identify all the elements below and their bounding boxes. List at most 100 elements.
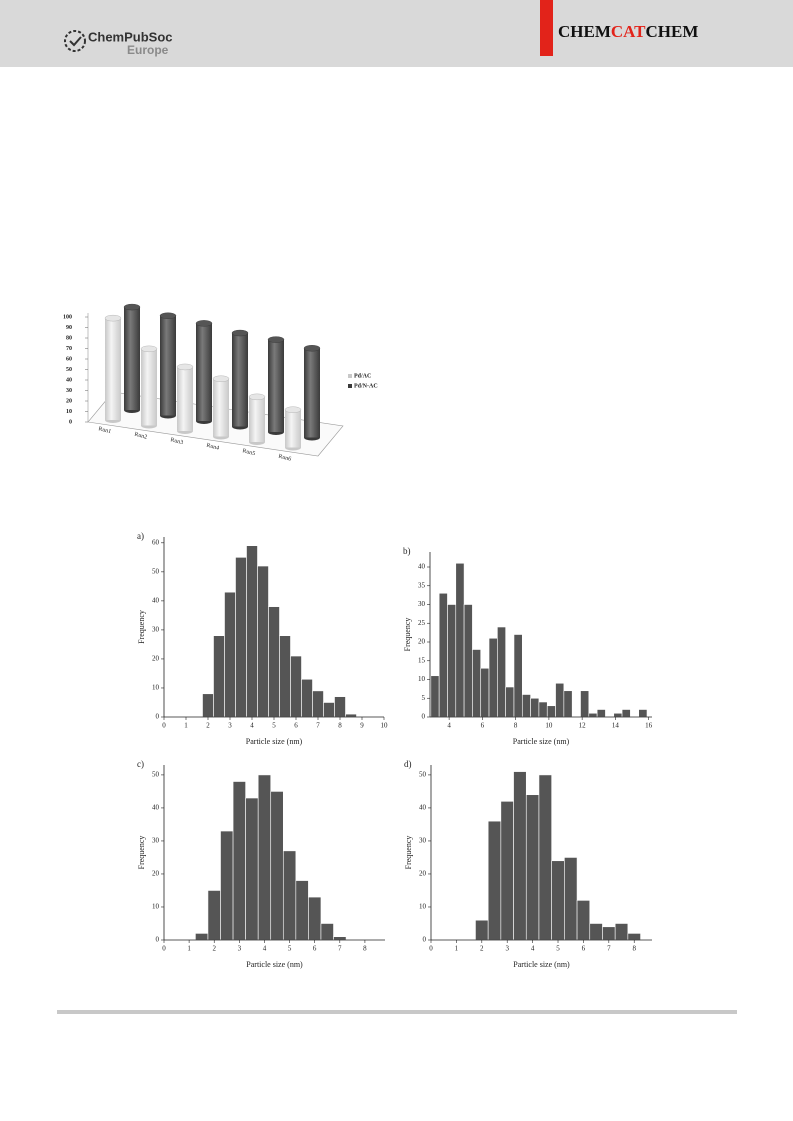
x-tick-label: Run2	[134, 432, 148, 441]
cylinder-body	[249, 396, 265, 442]
bar	[308, 896, 322, 941]
cylinder-body	[141, 348, 157, 426]
bar	[246, 545, 258, 718]
y-tick-label: 50	[419, 771, 427, 779]
cylinder	[212, 375, 230, 440]
y-axis-label: Frequency	[137, 610, 146, 644]
cylinder	[123, 303, 141, 413]
cylinder	[195, 320, 213, 424]
y-axis-label: Frequency	[403, 618, 412, 652]
x-axis-label: Particle size (nm)	[513, 960, 570, 969]
x-tick-label: 4	[250, 722, 254, 730]
bar	[589, 923, 603, 941]
bar	[614, 923, 629, 941]
x-tick-label: 8	[338, 722, 342, 730]
x-tick-label: 7	[607, 945, 611, 953]
x-tick-label: Run3	[170, 437, 184, 446]
y-axis-label: Frequency	[137, 836, 146, 870]
x-tick-label: 2	[480, 945, 484, 953]
y-tick-label: 50	[152, 771, 160, 779]
cylinder-top	[303, 345, 321, 352]
y-tick-label: 20	[418, 638, 426, 646]
y-tick-label: 70	[66, 346, 72, 352]
cylinder-top	[231, 329, 249, 337]
bar	[290, 655, 302, 718]
cylinder-top	[195, 320, 213, 327]
cylinder-body	[160, 315, 176, 416]
journal-part: CHEM	[646, 22, 699, 41]
x-tick-label: 1	[187, 945, 191, 953]
x-tick-label: 3	[238, 945, 242, 953]
bar	[235, 557, 247, 718]
bar	[555, 682, 565, 718]
cylinder-top	[159, 312, 177, 319]
x-tick-label: 0	[162, 722, 166, 730]
x-tick-label: 2	[212, 945, 216, 953]
bar	[596, 709, 606, 718]
footer-rule	[57, 1010, 737, 1014]
cylinder-body	[196, 323, 212, 421]
x-tick-label: Run1	[98, 426, 112, 435]
x-tick-label: 4	[263, 945, 267, 953]
legend-swatch	[348, 374, 352, 378]
bar	[312, 690, 324, 718]
cylinder	[104, 314, 122, 423]
y-axis-label: Frequency	[404, 836, 413, 870]
y-tick-label: 100	[63, 314, 72, 320]
y-tick-label: 20	[152, 655, 160, 663]
y-tick-label: 80	[66, 335, 72, 341]
x-tick-label: 7	[338, 945, 342, 953]
y-tick-label: 50	[66, 367, 72, 373]
bar	[580, 690, 590, 718]
bar	[320, 923, 334, 941]
bar	[213, 635, 225, 718]
panel-label: a)	[137, 531, 144, 541]
x-tick-label: Run5	[242, 448, 256, 457]
y-tick-label: 0	[156, 936, 160, 944]
cylinder	[231, 329, 249, 430]
x-axis-label: Particle size (nm)	[246, 960, 303, 969]
bar	[546, 705, 556, 718]
cylinder-top	[176, 363, 194, 371]
y-tick-label: 30	[419, 837, 427, 845]
x-tick-label: 10	[545, 722, 553, 730]
bar	[268, 606, 280, 718]
cylinder	[284, 406, 302, 451]
cylinder-body	[124, 307, 140, 410]
bar	[563, 690, 573, 718]
x-tick-label: 6	[313, 945, 317, 953]
header-band	[0, 0, 793, 67]
bar	[333, 936, 347, 941]
cylinder-body	[304, 348, 320, 438]
bar	[480, 667, 490, 718]
x-tick-label: Run6	[278, 454, 292, 463]
bar	[438, 592, 448, 718]
bar	[538, 774, 552, 941]
x-tick-label: 10	[381, 722, 389, 730]
x-tick-label: 5	[288, 945, 292, 953]
y-tick-label: 60	[66, 356, 72, 362]
x-tick-label: 4	[447, 722, 451, 730]
x-tick-label: 6	[582, 945, 586, 953]
x-tick-label: 8	[514, 722, 518, 730]
legend-label: Pd/AC	[354, 373, 371, 379]
y-tick-label: 20	[419, 870, 427, 878]
x-tick-label: 5	[556, 945, 560, 953]
bar	[576, 900, 591, 941]
bar	[602, 926, 616, 941]
x-tick-label: 3	[505, 945, 509, 953]
society-name: ChemPubSoc	[88, 29, 173, 44]
y-tick-label: 35	[418, 581, 426, 589]
bar	[551, 860, 565, 941]
cylinder	[140, 345, 158, 429]
x-tick-label: 1	[184, 722, 188, 730]
bar	[513, 634, 523, 718]
bar	[334, 696, 346, 718]
cylinder-top	[284, 406, 302, 413]
bar	[345, 713, 357, 718]
bar	[513, 771, 527, 941]
legend-label: Pd/N-AC	[354, 383, 378, 389]
x-tick-label: Run4	[206, 443, 220, 452]
x-tick-label: 4	[531, 945, 535, 953]
journal-name: CHEMCATCHEM	[558, 22, 698, 41]
